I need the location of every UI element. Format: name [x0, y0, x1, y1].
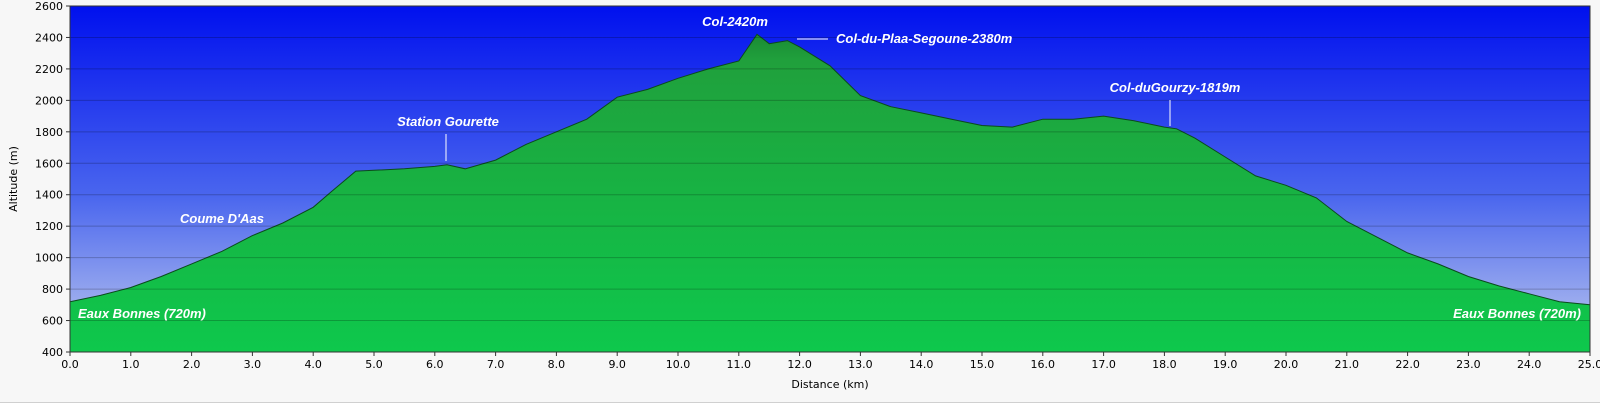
x-tick-label: 23.0: [1456, 358, 1481, 371]
x-tick-label: 12.0: [787, 358, 812, 371]
x-axis-title: Distance (km): [791, 378, 868, 391]
y-tick-label: 1000: [35, 252, 63, 265]
x-tick-label: 16.0: [1031, 358, 1056, 371]
annotation-label: Col-2420m: [702, 14, 768, 29]
x-tick-label: 6.0: [426, 358, 444, 371]
x-tick-label: 13.0: [848, 358, 873, 371]
y-tick-label: 800: [42, 283, 63, 296]
y-tick-label: 1200: [35, 220, 63, 233]
annotation-label: Eaux Bonnes (720m): [78, 306, 206, 321]
y-tick-label: 400: [42, 346, 63, 359]
y-tick-label: 2200: [35, 63, 63, 76]
elevation-area: [70, 33, 1590, 352]
y-tick-label: 2600: [35, 0, 63, 13]
y-axis-title: Altitude (m): [7, 146, 20, 212]
y-tick-label: 600: [42, 315, 63, 328]
annotation-label: Station Gourette: [397, 114, 499, 129]
annotation-label: Col-duGourzy-1819m: [1110, 80, 1241, 95]
x-tick-label: 3.0: [244, 358, 262, 371]
x-tick-label: 25.0: [1578, 358, 1600, 371]
x-tick-label: 8.0: [548, 358, 566, 371]
x-tick-label: 0.0: [61, 358, 79, 371]
x-tick-label: 21.0: [1335, 358, 1360, 371]
x-tick-label: 11.0: [727, 358, 752, 371]
x-tick-label: 18.0: [1152, 358, 1177, 371]
x-tick-label: 14.0: [909, 358, 934, 371]
x-tick-label: 19.0: [1213, 358, 1238, 371]
x-tick-label: 15.0: [970, 358, 995, 371]
x-tick-label: 9.0: [608, 358, 626, 371]
annotation-label: Coume D'Aas: [180, 211, 264, 226]
x-tick-label: 24.0: [1517, 358, 1542, 371]
y-tick-label: 2000: [35, 94, 63, 107]
x-tick-label: 10.0: [666, 358, 691, 371]
x-tick-label: 4.0: [304, 358, 322, 371]
y-tick-label: 1800: [35, 126, 63, 139]
y-tick-label: 1600: [35, 157, 63, 170]
x-tick-label: 20.0: [1274, 358, 1299, 371]
y-tick-label: 1400: [35, 189, 63, 202]
x-tick-label: 7.0: [487, 358, 505, 371]
annotation-label: Col-du-Plaa-Segoune-2380m: [836, 31, 1013, 46]
y-tick-label: 2400: [35, 31, 63, 44]
plot-border: [69, 5, 1591, 353]
x-tick-label: 22.0: [1395, 358, 1420, 371]
x-tick-label: 5.0: [365, 358, 383, 371]
x-tick-label: 1.0: [122, 358, 140, 371]
annotation-label: Eaux Bonnes (720m): [1453, 306, 1581, 321]
x-tick-label: 17.0: [1091, 358, 1116, 371]
x-tick-label: 2.0: [183, 358, 201, 371]
